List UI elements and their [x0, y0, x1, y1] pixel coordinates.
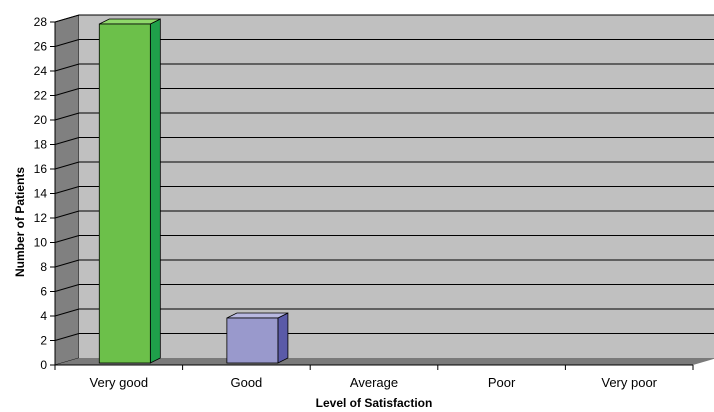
gridline-depth — [54, 308, 80, 317]
gridline-depth — [54, 235, 80, 243]
x-category-labels: Very good Good Average Poor Very poor — [90, 375, 658, 390]
y-tick-label: 8 — [40, 260, 47, 274]
bar-front — [226, 317, 279, 364]
bar-side — [277, 312, 289, 364]
gridline-depth — [54, 63, 80, 72]
x-category-label: Good — [230, 375, 262, 390]
y-axis-title: Number of Patients — [13, 167, 27, 277]
y-tick-label: 14 — [34, 187, 48, 201]
gridline-depth — [54, 88, 80, 96]
x-category-label: Poor — [488, 375, 516, 390]
bars — [98, 18, 289, 364]
bar-top — [226, 312, 289, 319]
gridline-depth — [54, 112, 80, 121]
bar-front — [98, 23, 151, 364]
y-tick-label: 6 — [40, 285, 47, 299]
y-tick-label: 18 — [34, 138, 48, 152]
y-tick-label: 16 — [34, 162, 48, 176]
y-axis — [50, 21, 56, 366]
y-tick-label: 24 — [34, 64, 48, 78]
y-tick-label: 10 — [34, 236, 48, 250]
gridline-depth — [54, 210, 80, 219]
gridline-depth — [54, 259, 80, 268]
x-axis-title: Level of Satisfaction — [316, 396, 433, 410]
gridline-depth — [54, 39, 80, 47]
y-tick-label: 26 — [34, 40, 48, 54]
x-category-label: Very good — [90, 375, 149, 390]
y-tick-label: 12 — [34, 211, 48, 225]
bar-side — [149, 18, 161, 364]
y-tick-label: 0 — [40, 358, 47, 372]
y-tick-label: 22 — [34, 89, 48, 103]
y-tick-label: 28 — [34, 15, 48, 29]
x-category-label: Average — [350, 375, 398, 390]
y-tick-label: 4 — [40, 309, 47, 323]
gridline-depth — [54, 137, 80, 145]
bar-top — [99, 18, 161, 25]
gridline-depth — [54, 186, 80, 194]
x-category-label: Very poor — [601, 375, 657, 390]
x-axis — [54, 364, 694, 370]
gridline-depth — [54, 333, 80, 341]
y-tick-label: 20 — [34, 113, 48, 127]
gridline-depth — [54, 161, 80, 170]
bar — [98, 18, 161, 364]
y-tick-label: 2 — [40, 334, 47, 348]
bar — [226, 312, 289, 364]
chart-floor — [55, 358, 714, 365]
gridline-depth — [54, 284, 80, 292]
gridline-depth — [54, 14, 80, 23]
gridlines — [54, 14, 714, 341]
